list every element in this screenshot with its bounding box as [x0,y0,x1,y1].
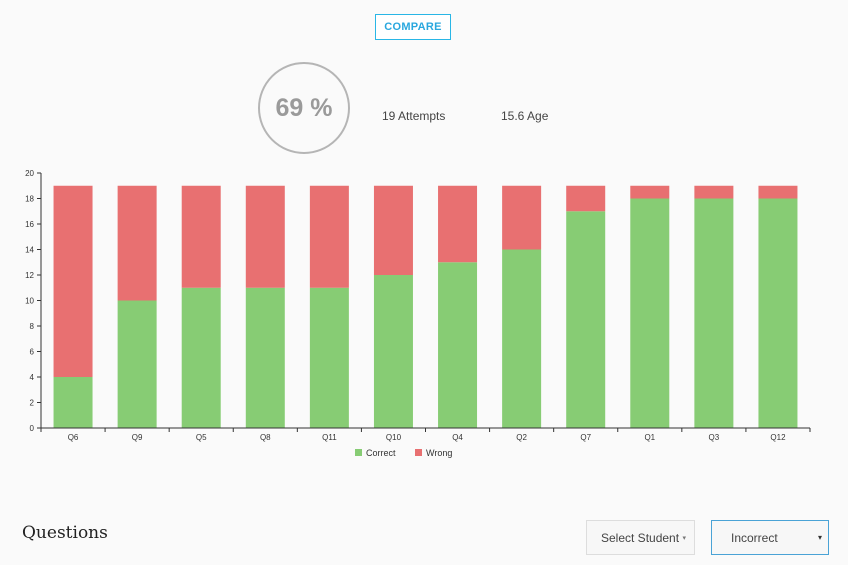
bar-wrong-q7 [566,185,606,212]
bar-wrong-q11 [309,185,349,288]
bar-wrong-q4 [438,185,478,263]
questions-heading: Questions [22,523,108,543]
bar-correct-q4 [438,262,478,428]
results-chart: 0 2 4 6 8 10 12 14 16 18 20 Q6 Q9 Q5 Q8 Q11 Q10 Q4 Q2 Q7 Q1 Q… [25,169,811,458]
y-tick-label: 14 [25,246,34,255]
x-tick-label: Q7 [580,433,591,442]
x-tick-label: Q2 [516,433,527,442]
caret-down-icon: ▾ [817,533,822,542]
y-tick-label: 2 [30,399,35,408]
bar-correct-q5 [181,287,221,428]
x-tick-label: Q5 [196,433,207,442]
legend-swatch-correct [355,449,362,456]
x-tick-label: Q8 [260,433,271,442]
bar-correct-q12 [758,198,798,428]
score-circle: 69 % [258,62,350,154]
bar-correct-q6 [53,377,93,428]
x-tick-label: Q11 [322,433,337,442]
y-tick-label: 16 [25,220,34,229]
bar-wrong-q9 [117,185,157,301]
y-tick-label: 12 [25,271,34,280]
legend-label-correct: Correct [366,448,396,458]
bar-correct-q10 [373,275,413,428]
bar-correct-q11 [309,287,349,428]
y-tick-label: 8 [30,322,35,331]
bar-wrong-q1 [630,185,670,199]
answer-filter-dropdown[interactable]: Incorrect ▾ [711,520,829,555]
x-tick-label: Q3 [709,433,720,442]
legend-swatch-wrong [415,449,422,456]
x-tick-label: Q4 [452,433,463,442]
attempts-count: 19 Attempts [382,109,446,123]
bar-correct-q3 [694,198,734,428]
chevron-down-icon: ▾ [682,534,686,542]
y-tick-label: 6 [30,348,35,357]
y-tick-label: 10 [25,297,34,306]
bar-correct-q7 [566,211,606,428]
bar-wrong-q8 [245,185,285,288]
y-tick-label: 4 [30,373,35,382]
answer-filter-label: Incorrect [731,530,778,545]
legend-label-wrong: Wrong [426,448,452,458]
compare-button[interactable]: COMPARE [375,14,451,40]
bar-correct-q9 [117,300,157,428]
x-tick-label: Q10 [386,433,402,442]
average-age: 15.6 Age [501,109,549,123]
bar-wrong-q2 [502,185,542,250]
y-tick-label: 18 [25,195,34,204]
bar-wrong-q12 [758,185,798,199]
bar-wrong-q6 [53,185,93,377]
bar-wrong-q10 [373,185,413,275]
bar-wrong-q5 [181,185,221,288]
x-tick-label: Q12 [770,433,786,442]
bar-correct-q1 [630,198,670,428]
x-tick-label: Q6 [68,433,79,442]
x-tick-label: Q1 [644,433,655,442]
select-student-dropdown[interactable]: Select Student ▾ [586,520,695,555]
select-student-label: Select Student [601,530,680,545]
x-tick-label: Q9 [132,433,143,442]
y-tick-label: 0 [30,424,35,433]
y-tick-label: 20 [25,169,34,178]
bar-correct-q8 [245,287,285,428]
bar-correct-q2 [502,249,542,428]
bar-wrong-q3 [694,185,734,199]
